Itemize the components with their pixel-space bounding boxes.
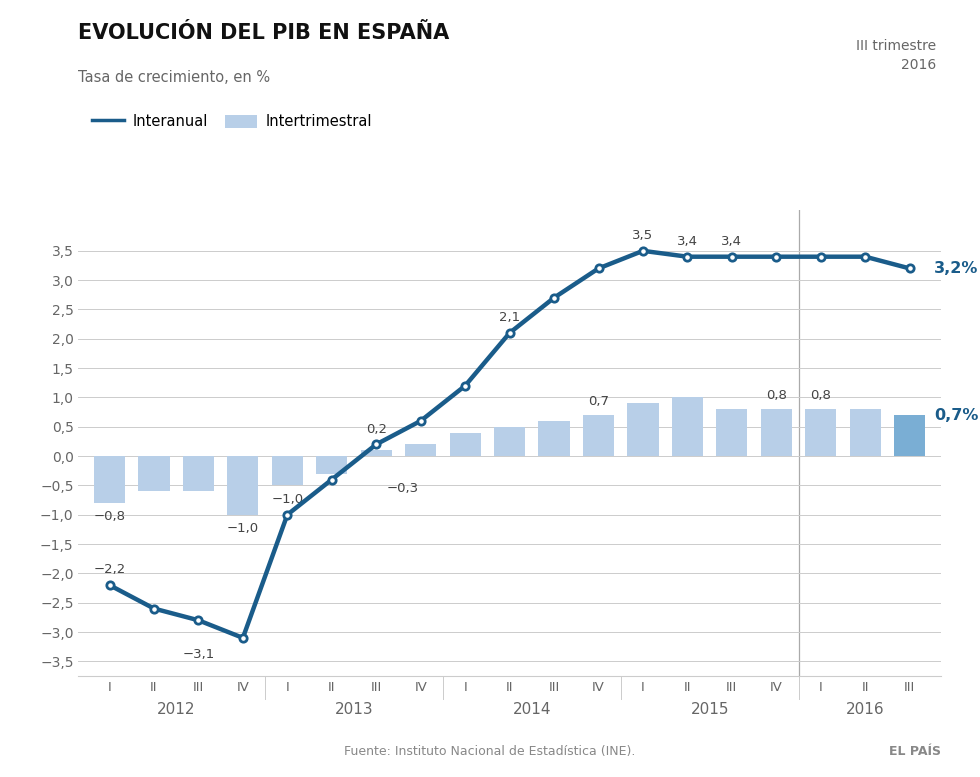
Point [235, 632, 251, 644]
Text: 3,2%: 3,2% [934, 261, 978, 276]
Bar [894, 415, 925, 456]
Point [190, 614, 206, 626]
Text: III trimestre
2016: III trimestre 2016 [856, 39, 936, 72]
Text: 2014: 2014 [513, 702, 551, 717]
Point [813, 250, 829, 263]
Text: 0,7: 0,7 [588, 395, 609, 408]
Bar [271, 456, 303, 486]
Point [591, 262, 607, 274]
Bar [494, 427, 525, 456]
Bar [361, 450, 392, 456]
Bar [760, 409, 792, 456]
Point [102, 579, 118, 591]
Text: −1,0: −1,0 [271, 493, 304, 506]
Point [368, 438, 384, 451]
Bar [583, 415, 614, 456]
Point [902, 262, 917, 274]
Point [279, 508, 295, 521]
Text: 3,4: 3,4 [677, 235, 698, 248]
Point [324, 473, 340, 486]
Point [502, 326, 517, 339]
Point [146, 602, 162, 615]
Bar [183, 456, 214, 491]
Text: 3,5: 3,5 [632, 229, 654, 242]
Text: 2016: 2016 [846, 702, 885, 717]
Point [679, 250, 695, 263]
Point [724, 250, 740, 263]
Text: Tasa de crecimiento, en %: Tasa de crecimiento, en % [78, 70, 270, 85]
Bar [806, 409, 836, 456]
Text: −1,0: −1,0 [226, 522, 259, 535]
Point [635, 245, 651, 257]
Bar [138, 456, 170, 491]
Bar [227, 456, 259, 514]
Legend: Interanual, Intertrimestral: Interanual, Intertrimestral [85, 108, 378, 135]
Text: 0,2: 0,2 [366, 423, 387, 436]
Point [546, 291, 562, 304]
Bar [627, 403, 659, 456]
Bar [450, 433, 481, 456]
Bar [538, 421, 569, 456]
Bar [850, 409, 881, 456]
Text: 3,4: 3,4 [721, 235, 743, 248]
Text: 2015: 2015 [690, 702, 729, 717]
Text: EL PAÍS: EL PAÍS [889, 744, 941, 758]
Bar [716, 409, 748, 456]
Text: 0,8: 0,8 [810, 389, 831, 402]
Point [768, 250, 784, 263]
Text: 2013: 2013 [335, 702, 373, 717]
Bar [672, 398, 703, 456]
Text: −2,2: −2,2 [93, 563, 125, 577]
Bar [317, 456, 347, 474]
Text: 2,1: 2,1 [499, 311, 520, 324]
Text: 0,8: 0,8 [766, 389, 787, 402]
Bar [94, 456, 125, 503]
Text: Fuente: Instituto Nacional de Estadística (INE).: Fuente: Instituto Nacional de Estadístic… [344, 744, 636, 758]
Text: 0,7%: 0,7% [934, 407, 978, 423]
Point [458, 379, 473, 392]
Text: EVOLUCIÓN DEL PIB EN ESPAÑA: EVOLUCIÓN DEL PIB EN ESPAÑA [78, 23, 450, 44]
Bar [405, 444, 436, 456]
Text: 2012: 2012 [157, 702, 195, 717]
Text: −0,3: −0,3 [387, 483, 419, 496]
Point [858, 250, 873, 263]
Text: −0,8: −0,8 [93, 510, 125, 523]
Text: −3,1: −3,1 [182, 649, 215, 661]
Point [413, 415, 428, 427]
